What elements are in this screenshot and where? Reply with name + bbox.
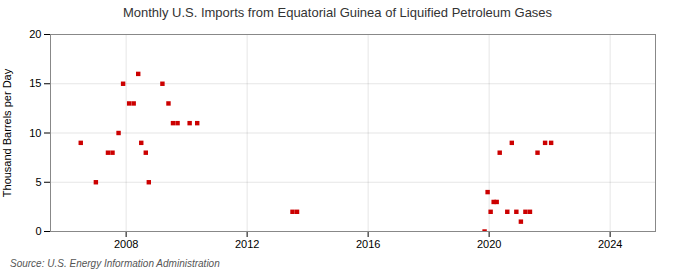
svg-text:2008: 2008: [114, 238, 138, 250]
svg-text:2012: 2012: [235, 238, 259, 250]
svg-text:2020: 2020: [477, 238, 501, 250]
html-text:Source: U.S. Energy Informatio: Source: U.S. Energy Information Administ…: [10, 258, 220, 269]
svg-text:20: 20: [29, 28, 41, 40]
svg-text:0: 0: [35, 225, 41, 237]
svg-text:2016: 2016: [356, 238, 380, 250]
svg-text:2024: 2024: [598, 238, 622, 250]
svg-text:Thousand Barrels per Day: Thousand Barrels per Day: [1, 68, 13, 197]
svg-text:15: 15: [29, 77, 41, 89]
html-text:Monthly U.S. Imports from Equa: Monthly U.S. Imports from Equatorial Gui…: [122, 5, 553, 20]
svg-text:10: 10: [29, 127, 41, 139]
svg-text:5: 5: [35, 176, 41, 188]
